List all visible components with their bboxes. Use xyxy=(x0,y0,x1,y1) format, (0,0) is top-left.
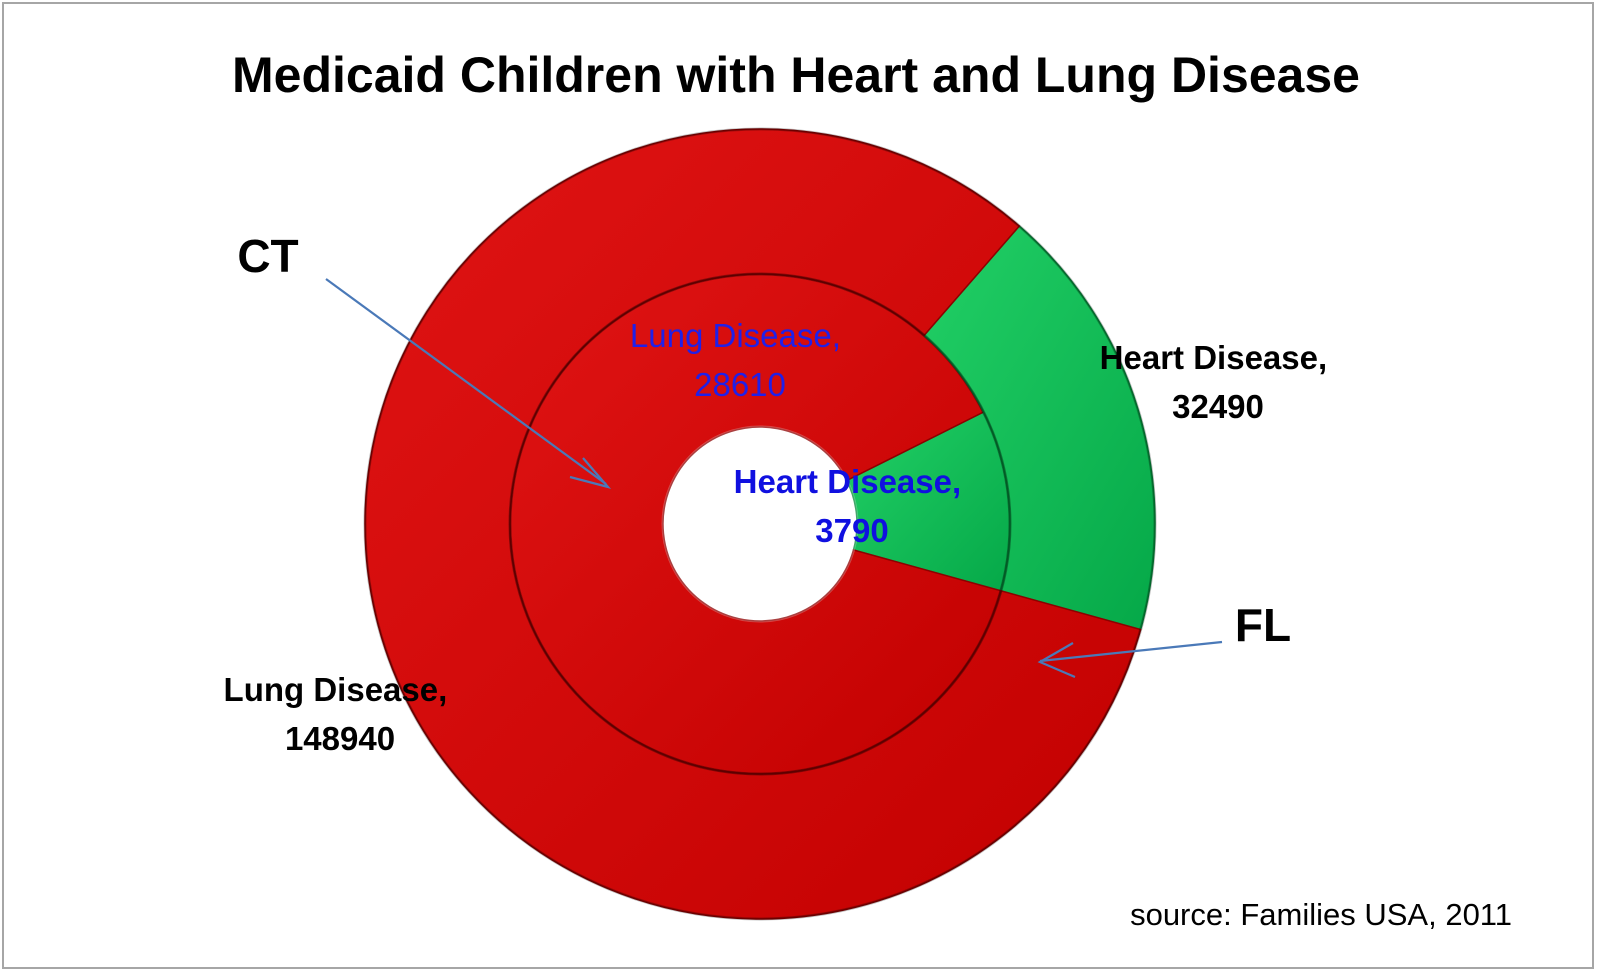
inner-ring-name: CT xyxy=(237,230,298,282)
ring-edge xyxy=(661,425,859,623)
outer-ring-slice-heart-disease xyxy=(923,224,1156,631)
source-note: source: Families USA, 2011 xyxy=(1130,897,1512,932)
ring-edge xyxy=(508,272,1012,776)
data-label-inner-heart: Heart Disease, 3790 xyxy=(734,463,971,549)
data-label-inner-lung: Lung Disease, 28610 xyxy=(630,317,850,403)
ct-arrow xyxy=(325,278,612,489)
data-label-outer-heart: Heart Disease, 32490 xyxy=(1100,339,1337,425)
chart-title: Medicaid Children with Heart and Lung Di… xyxy=(232,47,1360,103)
fl-arrow xyxy=(1037,640,1223,679)
ring-edge xyxy=(363,127,1157,921)
data-label-outer-lung: Lung Disease, 148940 xyxy=(224,671,457,757)
outer-ring-slice-lung-disease xyxy=(364,128,1142,920)
rings-layer xyxy=(363,127,1157,921)
outer-ring-name: FL xyxy=(1235,599,1291,651)
